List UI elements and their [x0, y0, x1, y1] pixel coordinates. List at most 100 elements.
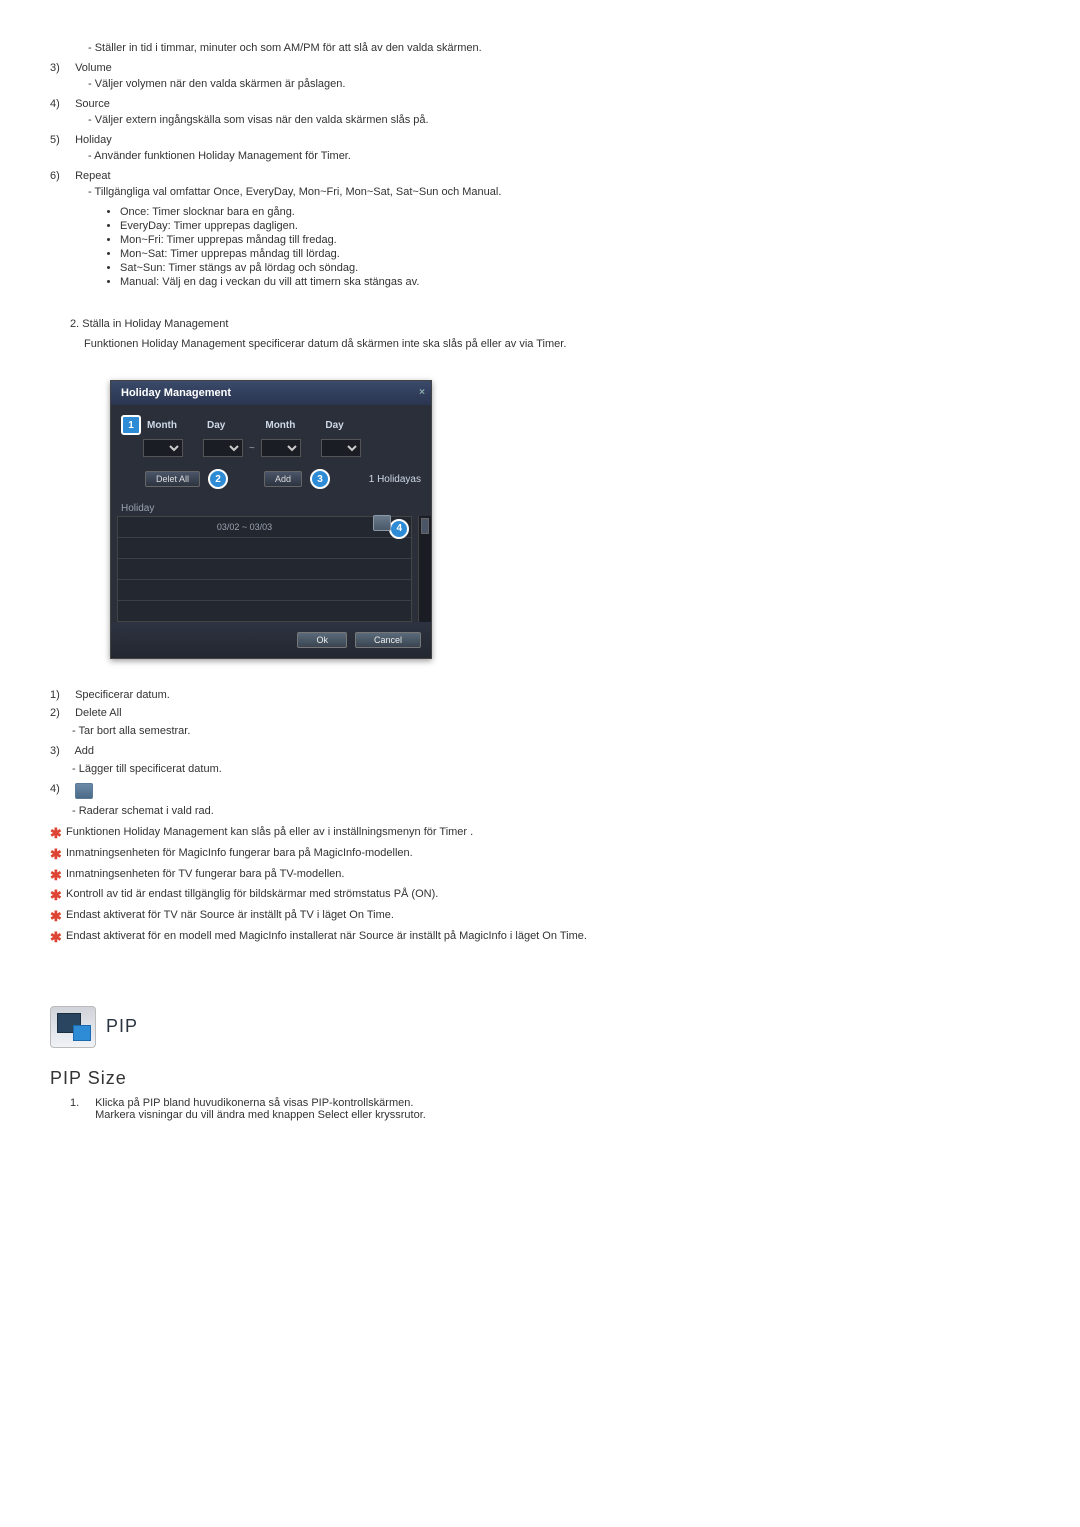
spec-list: 1) Specificerar datum. 2) Delete All - T…: [50, 689, 1030, 817]
bullet-once: Once: Timer slocknar bara en gång.: [120, 206, 1030, 218]
opt3-num: 3): [50, 62, 72, 74]
month-select-1[interactable]: [143, 439, 183, 457]
opt3: 3) Volume: [50, 62, 1030, 74]
cancel-button[interactable]: Cancel: [355, 632, 421, 648]
button-row: Delet All 2 Add 3 1 Holidayas: [111, 457, 431, 497]
note6-text: Endast aktiverat för en modell med Magic…: [66, 929, 587, 944]
note-3: ✱Inmatningsenheten för TV fungerar bara …: [50, 867, 1030, 884]
month-label-1: Month: [147, 420, 177, 431]
callout-1: 1: [121, 415, 141, 435]
note2-text: Inmatningsenheten för MagicInfo fungerar…: [66, 846, 413, 861]
row-date: 03/02 ~ 03/03: [118, 522, 371, 532]
day-label-2: Day: [325, 420, 343, 431]
bullet-manual: Manual: Välj en dag i veckan du vill att…: [120, 276, 1030, 288]
opt2-sub: - Ställer in tid i timmar, minuter och s…: [88, 42, 1030, 54]
note-5: ✱Endast aktiverat för TV när Source är i…: [50, 908, 1030, 925]
opt6-title: Repeat: [75, 170, 110, 182]
section2: 2. Ställa in Holiday Management Funktion…: [50, 318, 1030, 350]
trash-icon[interactable]: [373, 515, 391, 531]
opt6-num: 6): [50, 170, 72, 182]
scrollbar[interactable]: [418, 516, 431, 622]
table-row-empty: [118, 538, 411, 559]
section2-title: Ställa in Holiday Management: [82, 318, 228, 330]
holiday-management-dialog: Holiday Management × 1 Month Day Month D…: [110, 380, 432, 659]
dialog-title: Holiday Management ×: [111, 381, 431, 405]
dialog-footer: Ok Cancel: [111, 622, 431, 658]
spec4-sub: - Raderar schemat i vald rad.: [72, 805, 1030, 817]
repeat-bullets: Once: Timer slocknar bara en gång. Every…: [120, 206, 1030, 288]
note-2: ✱Inmatningsenheten för MagicInfo fungera…: [50, 846, 1030, 863]
day-select-2[interactable]: [321, 439, 361, 457]
spec3-num: 3): [50, 745, 72, 757]
pip-icon-sub: [73, 1025, 91, 1041]
star-icon: ✱: [50, 867, 66, 884]
table-row-empty: [118, 559, 411, 580]
note-4: ✱Kontroll av tid är endast tillgänglig f…: [50, 887, 1030, 904]
table-row[interactable]: 03/02 ~ 03/03 4: [118, 517, 411, 538]
spec4-num: 4): [50, 783, 72, 795]
section2-num: 2.: [70, 318, 79, 330]
bullet-everyday: EveryDay: Timer upprepas dagligen.: [120, 220, 1030, 232]
star-icon: ✱: [50, 825, 66, 842]
day-label-1: Day: [207, 420, 225, 431]
spec-2: 2) Delete All: [50, 707, 1030, 719]
note5-text: Endast aktiverat för TV när Source är in…: [66, 908, 394, 923]
bullet-monfri: Mon~Fri: Timer upprepas måndag till fred…: [120, 234, 1030, 246]
delete-all-button[interactable]: Delet All: [145, 471, 200, 487]
ok-button[interactable]: Ok: [297, 632, 347, 648]
pip-step1-num: 1.: [70, 1097, 92, 1109]
opt4-sub: - Väljer extern ingångskälla som visas n…: [88, 114, 1030, 126]
pip-section: PIP PIP Size 1. Klicka på PIP bland huvu…: [50, 1006, 1030, 1121]
select-row: ~: [111, 435, 431, 457]
spec3-text: Add: [74, 745, 94, 757]
opt5-sub: - Använder funktionen Holiday Management…: [88, 150, 1030, 162]
spec3-sub: - Lägger till specificerat datum.: [72, 763, 1030, 775]
note-1: ✱Funktionen Holiday Management kan slås …: [50, 825, 1030, 842]
star-icon: ✱: [50, 846, 66, 863]
opt4-title: Source: [75, 98, 110, 110]
spec2-num: 2): [50, 707, 72, 719]
bullet-monsat: Mon~Sat: Timer upprepas måndag till lörd…: [120, 248, 1030, 260]
pip-step1-line2: Markera visningar du vill ändra med knap…: [95, 1109, 426, 1121]
spec-3: 3) Add: [50, 745, 1030, 757]
month-select-2[interactable]: [261, 439, 301, 457]
opt4-num: 4): [50, 98, 72, 110]
pip-step1-body: Klicka på PIP bland huvudikonerna så vis…: [95, 1097, 895, 1121]
holiday-header: Holiday: [111, 497, 431, 516]
section2-desc: Funktionen Holiday Management specificer…: [84, 338, 1030, 350]
star-icon: ✱: [50, 887, 66, 904]
opt6-sub: - Tillgängliga val omfattar Once, EveryD…: [88, 186, 1030, 198]
opt6: 6) Repeat: [50, 170, 1030, 182]
callout-2: 2: [208, 469, 228, 489]
bullet-satsun: Sat~Sun: Timer stängs av på lördag och s…: [120, 262, 1030, 274]
star-icon: ✱: [50, 929, 66, 946]
spec1-num: 1): [50, 689, 72, 701]
callout-4: 4: [389, 519, 409, 539]
month-label-2: Month: [265, 420, 295, 431]
spec2-text: Delete All: [75, 707, 121, 719]
spec2-sub: - Tar bort alla semestrar.: [72, 725, 1030, 737]
trash-icon: [75, 783, 93, 799]
callout-3: 3: [310, 469, 330, 489]
spec-1: 1) Specificerar datum.: [50, 689, 1030, 701]
spec-4: 4): [50, 783, 1030, 799]
holiday-table: 03/02 ~ 03/03 4: [111, 516, 431, 622]
notes: ✱Funktionen Holiday Management kan slås …: [50, 825, 1030, 946]
close-icon[interactable]: ×: [419, 387, 425, 398]
opt5-title: Holiday: [75, 134, 112, 146]
add-button[interactable]: Add: [264, 471, 302, 487]
tilde-icon: ~: [249, 443, 255, 454]
note1-text: Funktionen Holiday Management kan slås p…: [66, 825, 473, 840]
pip-title: PIP: [106, 1016, 138, 1037]
opt5-num: 5): [50, 134, 72, 146]
note-6: ✱Endast aktiverat för en modell med Magi…: [50, 929, 1030, 946]
dialog-title-text: Holiday Management: [121, 387, 231, 399]
row-delete-cell: 4: [371, 515, 411, 539]
scroll-up-icon[interactable]: [421, 518, 429, 534]
day-select-1[interactable]: [203, 439, 243, 457]
table-body: 03/02 ~ 03/03 4: [117, 516, 412, 622]
pip-size-title: PIP Size: [50, 1068, 1030, 1089]
pip-icon: [50, 1006, 96, 1048]
note4-text: Kontroll av tid är endast tillgänglig fö…: [66, 887, 438, 902]
pip-step1-line1: Klicka på PIP bland huvudikonerna så vis…: [95, 1097, 413, 1109]
